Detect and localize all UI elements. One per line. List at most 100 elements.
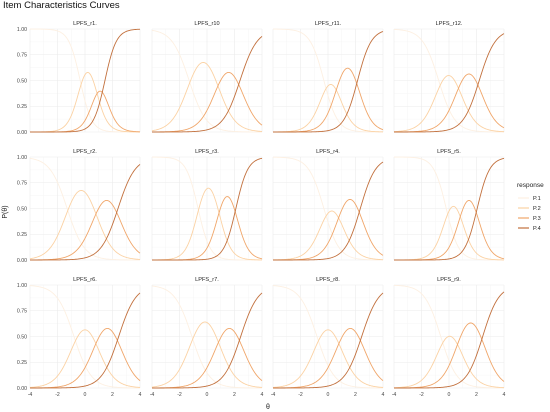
y-tick-label: 0.00 <box>17 386 27 392</box>
facet-strip-label: LPFS_r10 <box>194 21 219 27</box>
y-tick-label: 1.00 <box>17 283 27 289</box>
x-tick-label: -4 <box>28 392 33 398</box>
y-tick-label: 1.00 <box>17 155 27 161</box>
series-line-p2 <box>151 187 263 261</box>
series-line-p1 <box>272 156 384 261</box>
facet-panel: LPFS_r10 <box>151 21 263 133</box>
series-line-p1 <box>272 285 383 389</box>
facet-panel: LPFS_r6. 0.00 0.25 0.50 0.75 1.00 -4 -2 0 2 4 <box>17 277 142 398</box>
facet-strip-label: LPFS_r12. <box>436 21 463 27</box>
facet-strip-label: LPFS_r11. <box>315 21 342 27</box>
x-tick-label: 2 <box>475 392 478 398</box>
x-tick-label: 2 <box>233 392 236 398</box>
series-line-p1 <box>272 28 383 133</box>
x-tick-label: 0 <box>84 392 87 398</box>
legend-label: P.4 <box>533 226 541 232</box>
series-line-p4 <box>152 36 263 133</box>
x-tick-label: 2 <box>111 392 114 398</box>
x-tick-label: -4 <box>392 392 397 398</box>
y-tick-label: 0.00 <box>17 258 27 264</box>
x-tick-label: -2 <box>177 392 182 398</box>
y-tick-label: 0.25 <box>17 104 27 110</box>
legend-label: P.1 <box>533 196 541 202</box>
facet-panel: LPFS_r1. 0.00 0.25 0.50 0.75 1.00 <box>17 21 141 136</box>
series-line-p1 <box>151 285 262 389</box>
facet-strip-label: LPFS_r5. <box>437 149 461 155</box>
series-line-p2 <box>393 335 505 389</box>
facet-panel: LPFS_r2. 0.00 0.25 0.50 0.75 1.00 <box>17 149 141 264</box>
y-tick-label: 0.50 <box>17 78 27 84</box>
series-line-p4 <box>30 164 141 261</box>
x-tick-label: -2 <box>298 392 303 398</box>
series-line-p2 <box>151 62 263 132</box>
facet-strip-label: LPFS_r1. <box>73 21 97 27</box>
facet-panel: LPFS_r12. <box>393 21 505 133</box>
y-tick-label: 0.75 <box>17 309 27 315</box>
legend-title: response <box>517 182 544 189</box>
series-line-p1 <box>393 156 504 261</box>
series-line-p2 <box>272 83 384 133</box>
facet-panel: LPFS_r8. -4 -2 0 2 4 <box>271 277 385 398</box>
facet-panel: LPFS_r3. <box>151 149 263 261</box>
x-tick-label: 0 <box>327 392 330 398</box>
x-tick-label: 4 <box>261 392 264 398</box>
x-tick-label: -4 <box>150 392 155 398</box>
y-axis-title: P(θ) <box>2 205 9 218</box>
facet-strip-label: LPFS_r2. <box>73 149 97 155</box>
x-tick-label: 0 <box>448 392 451 398</box>
series-line-p2 <box>151 321 263 388</box>
y-tick-label: 0.25 <box>17 232 27 238</box>
x-tick-label: -4 <box>271 392 276 398</box>
series-line-p1 <box>30 28 140 133</box>
facet-panel: LPFS_r9. -4 -2 0 2 4 <box>392 277 506 398</box>
y-tick-label: 1.00 <box>17 27 27 33</box>
series-line-p2 <box>29 190 141 260</box>
facet-panel: LPFS_r7. -4 -2 0 2 4 <box>150 277 264 398</box>
y-tick-label: 0.75 <box>17 53 27 59</box>
x-tick-label: 2 <box>354 392 357 398</box>
x-axis-title: θ <box>266 404 270 411</box>
series-line-p1 <box>393 284 505 389</box>
facet-panel: LPFS_r4. <box>272 149 384 261</box>
series-line-p4 <box>394 33 505 133</box>
facet-strip-label: LPFS_r9. <box>437 277 461 283</box>
y-tick-label: 0.50 <box>17 334 27 340</box>
facet-strip-label: LPFS_r7. <box>195 277 219 283</box>
x-tick-label: 4 <box>382 392 385 398</box>
series-line-p1 <box>152 156 262 261</box>
chart-title: Item Characteristics Curves <box>3 0 120 11</box>
y-tick-label: 0.50 <box>17 206 27 212</box>
facet-strip-label: LPFS_r4. <box>316 149 340 155</box>
x-tick-label: -2 <box>419 392 424 398</box>
facet-strip-label: LPFS_r8. <box>316 277 340 283</box>
series-line-p4 <box>30 292 141 389</box>
series-line-p2 <box>272 210 384 261</box>
x-tick-label: 0 <box>206 392 209 398</box>
series-line-p4 <box>152 157 263 261</box>
series-line-p4 <box>273 292 384 389</box>
facet-panel: LPFS_r11. <box>272 21 384 133</box>
series-line-p2 <box>272 329 384 388</box>
series-line-p1 <box>29 285 140 389</box>
series-line-p4 <box>273 31 384 133</box>
series-line-p4 <box>30 28 141 133</box>
series-line-p4 <box>394 291 505 389</box>
facet-panel: LPFS_r5. <box>393 149 505 261</box>
legend: response P.1 P.2 P.3 P.4 <box>517 182 544 232</box>
series-line-p1 <box>151 29 262 133</box>
legend-label: P.3 <box>533 216 541 222</box>
legend-label: P.2 <box>533 206 541 212</box>
facet-strip-label: LPFS_r3. <box>195 149 219 155</box>
y-tick-label: 0.75 <box>17 181 27 187</box>
facet-strip-label: LPFS_r6. <box>73 277 97 283</box>
series-line-p4 <box>394 157 505 261</box>
x-tick-label: 4 <box>139 392 142 398</box>
series-line-p1 <box>29 157 140 261</box>
series-line-p4 <box>152 292 263 389</box>
y-tick-label: 0.00 <box>17 130 27 136</box>
series-line-p4 <box>273 161 384 261</box>
facet-panels: LPFS_r1. 0.00 0.25 0.50 0.75 1.00 LPFS_r10 LPFS… <box>17 21 506 398</box>
series-line-p2 <box>393 75 505 133</box>
series-line-p2 <box>29 329 141 388</box>
